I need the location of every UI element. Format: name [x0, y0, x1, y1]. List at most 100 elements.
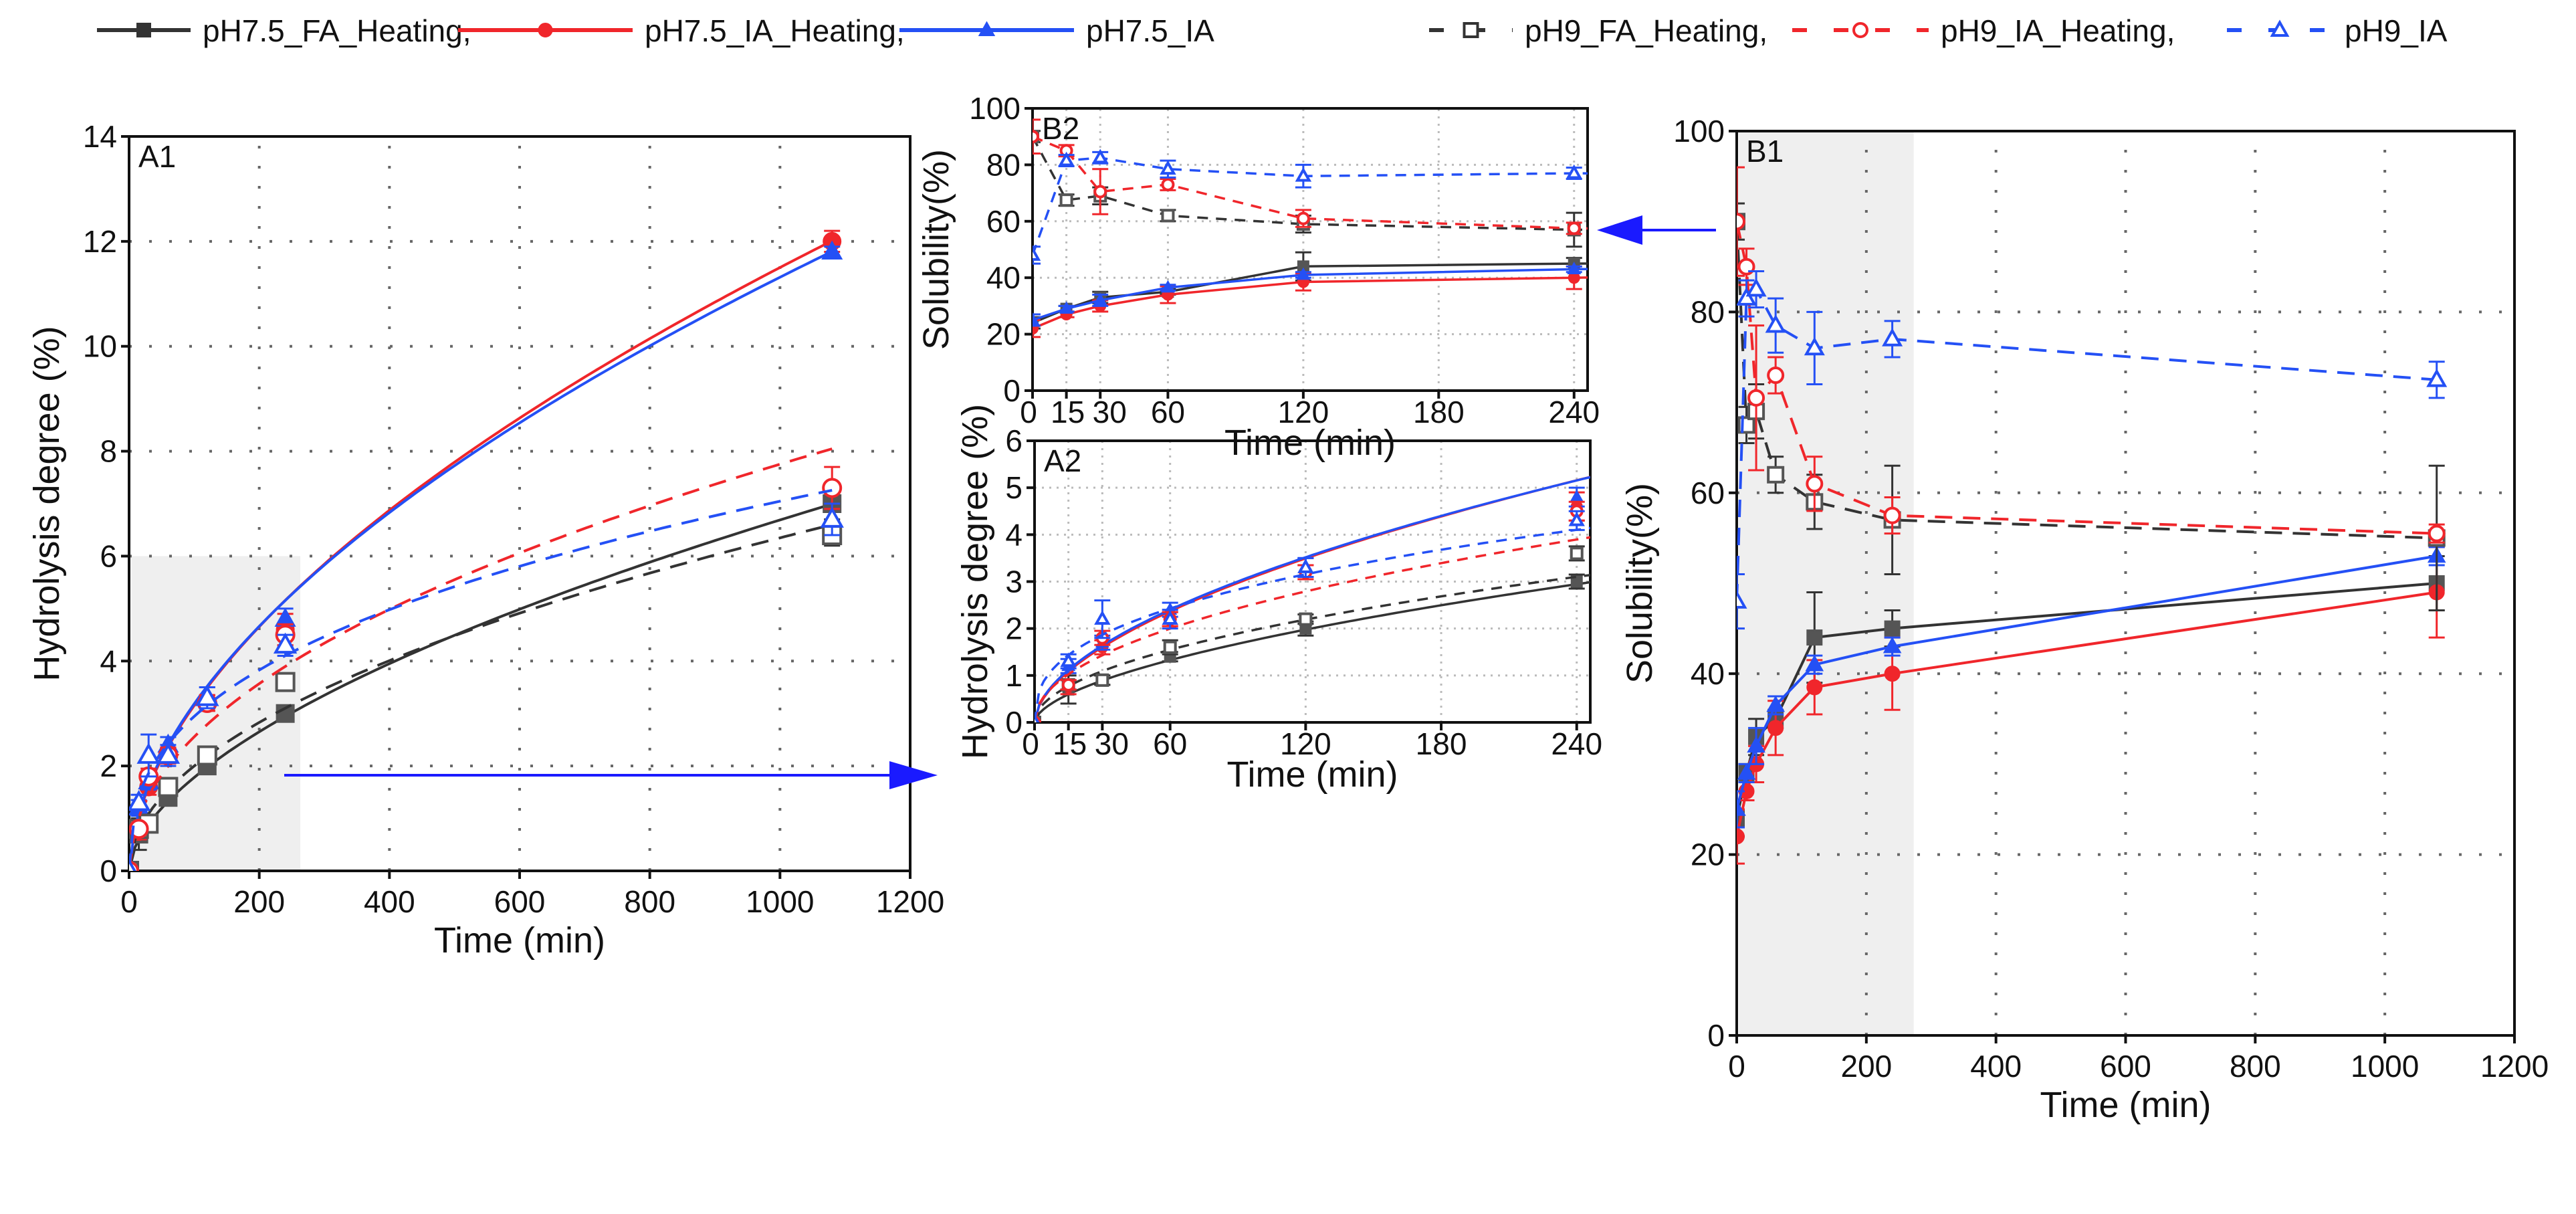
data-point-iah9 — [1567, 221, 1581, 235]
arrowhead-right-icon — [889, 761, 938, 789]
data-point-iah9 — [1806, 475, 1824, 493]
x-tick-label: 1200 — [876, 884, 944, 919]
series-layer — [129, 229, 844, 871]
data-point-ia9 — [820, 506, 844, 528]
data-point-iah75 — [1737, 828, 1745, 845]
y-tick-label: 2 — [100, 748, 117, 783]
data-point-ia9 — [129, 790, 151, 811]
x-tick-label: 1200 — [2480, 1049, 2549, 1084]
data-point-ia9 — [1568, 512, 1585, 526]
legend-label: pH9_IA_Heating, — [1941, 13, 2175, 48]
x-tick-label: 400 — [1970, 1049, 2022, 1084]
arrowhead-left-icon — [1597, 215, 1642, 245]
series-ia9 — [1737, 270, 2448, 630]
y-tick-label: 5 — [1005, 470, 1023, 505]
series-line-ia75 — [1035, 476, 1590, 722]
data-point-iah75 — [1884, 666, 1901, 682]
x-tick-label: 600 — [2100, 1049, 2151, 1084]
y-tick-label: 10 — [83, 329, 117, 364]
data-point-fa9 — [1767, 466, 1785, 484]
y-tick-label: 2 — [1005, 611, 1023, 646]
data-point-fa9 — [1299, 612, 1313, 626]
data-point-ia75 — [1805, 654, 1824, 672]
x-tick-label: 240 — [1551, 726, 1602, 761]
legend-marker-icon — [1463, 22, 1479, 38]
data-point-ia75 — [1747, 736, 1765, 753]
data-point-fa9 — [1095, 673, 1109, 687]
data-point-ia9 — [1566, 164, 1582, 179]
x-tick-label: 0 — [1020, 395, 1037, 429]
data-point-iah9 — [129, 819, 149, 839]
data-point-ia9 — [1162, 610, 1178, 625]
data-point-ia9 — [1094, 610, 1111, 625]
x-axis-title: Time (min) — [2040, 1085, 2212, 1125]
data-point-ia75 — [1033, 312, 1040, 325]
y-tick-label: 40 — [986, 260, 1021, 295]
legend-label: pH7.5_IA — [1086, 13, 1214, 48]
legend-item-fa9: pH9_FA_Heating, — [1429, 13, 1767, 48]
data-point-fa9 — [1059, 193, 1073, 207]
series-line-ia75 — [129, 250, 833, 871]
legend-marker-icon — [978, 21, 996, 36]
data-point-ia9 — [156, 742, 181, 764]
x-tick-label: 30 — [1095, 726, 1129, 761]
y-tick-label: 3 — [1005, 565, 1023, 599]
series-line-iah9 — [129, 447, 833, 871]
data-point-iah9 — [1767, 367, 1785, 385]
y-tick-label: 0 — [1707, 1018, 1725, 1053]
series-layer — [1737, 166, 2448, 865]
panel-b2: 0 15 30 60 120 180 240 0 20 40 60 80 100 Time (min) So… — [916, 91, 1600, 463]
series-layer — [1035, 476, 1590, 722]
y-tick-label: 60 — [1691, 476, 1725, 510]
y-tick-label: 60 — [986, 204, 1021, 239]
shaded-region — [1739, 131, 1914, 1035]
data-point-iah9 — [1061, 678, 1075, 692]
x-tick-label: 180 — [1416, 726, 1467, 761]
x-tick-label: 30 — [1093, 395, 1127, 429]
series-ia75 — [1033, 262, 1588, 327]
x-tick-label: 15 — [1051, 395, 1085, 429]
series-layer — [1033, 118, 1588, 338]
series-line-fa9 — [1035, 573, 1590, 722]
y-tick-label: 40 — [1691, 656, 1725, 691]
data-point-ia75 — [821, 240, 843, 260]
data-point-ia75 — [1093, 292, 1107, 306]
data-point-iah9 — [2428, 524, 2446, 542]
data-point-iah9 — [1161, 177, 1175, 191]
panel-label: B2 — [1042, 111, 1079, 146]
data-point-ia75 — [1883, 636, 1902, 653]
x-tick-label: 120 — [1278, 395, 1329, 429]
x-tick-label: 200 — [1840, 1049, 1892, 1084]
data-point-ia75 — [1737, 799, 1746, 816]
data-point-fa75 — [1806, 629, 1823, 646]
data-point-ia9 — [1091, 148, 1109, 164]
data-point-ia75 — [1567, 262, 1582, 274]
legend-marker-icon — [538, 23, 553, 37]
y-tick-label: 14 — [83, 119, 117, 154]
y-axis-title: Solubility(%) — [916, 149, 956, 350]
data-point-iah9 — [1093, 185, 1107, 199]
data-point-iah9 — [1747, 389, 1765, 407]
y-tick-label: 100 — [1673, 114, 1725, 148]
data-point-fa9 — [197, 745, 217, 766]
data-point-ia75 — [1296, 267, 1311, 280]
data-point-fa9 — [158, 777, 179, 797]
data-point-ia9 — [1033, 246, 1041, 261]
x-axis-title: Time (min) — [1224, 423, 1396, 463]
y-tick-label: 0 — [1003, 373, 1021, 408]
data-point-ia75 — [1160, 280, 1175, 293]
y-tick-label: 1 — [1005, 658, 1023, 693]
panel-b1: 0 200 400 600 800 1000 1200 0 20 40 60 80 100 Time (m… — [1620, 114, 2549, 1125]
series-line-ia9 — [129, 489, 833, 871]
shaded-region — [131, 556, 301, 871]
y-tick-label: 6 — [1005, 423, 1023, 458]
series-line-fa75 — [1035, 581, 1590, 722]
data-point-ia9 — [1160, 160, 1176, 175]
y-tick-label: 20 — [986, 317, 1021, 352]
series-line-iah9 — [1035, 536, 1590, 722]
x-tick-label: 400 — [364, 884, 415, 919]
y-tick-label: 6 — [100, 538, 117, 573]
series-ia9 — [1033, 148, 1588, 265]
data-point-ia75 — [1737, 763, 1756, 780]
